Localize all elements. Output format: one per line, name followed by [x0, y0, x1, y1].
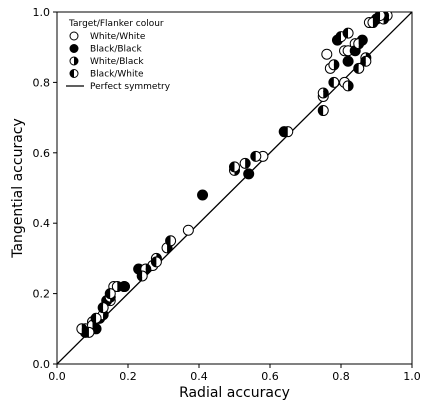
data-point-circle-black-left-5 — [150, 256, 162, 268]
data-point-circle-white-left-9 — [239, 157, 251, 169]
data-point-circle-black-left-9 — [282, 126, 294, 138]
data-point-circle-black-left-11 — [328, 76, 340, 88]
data-point-circle-black-left-1 — [90, 312, 102, 324]
legend-label: Perfect symmetry — [90, 82, 171, 92]
data-point-circle-black-left-13 — [342, 27, 354, 39]
data-point-circle-black-left-16 — [374, 12, 386, 22]
data-point-circle-white-left-11 — [328, 59, 340, 71]
y-tick-label: 0.4 — [33, 217, 51, 230]
data-point-circle-black-6 — [197, 189, 209, 201]
legend-title: Target/Flanker colour — [68, 19, 164, 29]
data-point-circle-white-10 — [321, 48, 333, 60]
legend-label: White/Black — [90, 57, 144, 67]
data-point-circle-black-left-8 — [250, 150, 262, 162]
data-point-circle-white-left-4 — [111, 281, 123, 293]
legend: Target/Flanker colour White/White Black/Bl… — [66, 19, 171, 92]
x-tick-label: 0.8 — [332, 370, 350, 383]
perfect-symmetry-line — [57, 12, 412, 364]
x-tick-label: 0.6 — [261, 370, 279, 383]
legend-label: White/White — [90, 32, 146, 42]
data-point-circle-black-left-2 — [97, 302, 109, 314]
x-tick-label: 0.4 — [190, 370, 208, 383]
x-axis-label: Radial accuracy — [179, 385, 290, 400]
data-point-circle-black-left-0 — [83, 326, 95, 338]
data-point-circle-white-left-15 — [367, 17, 379, 29]
plot-frame — [56, 11, 413, 365]
y-axis-label: Tangential accuracy — [10, 118, 26, 259]
data-point-circle-black-left-6 — [165, 235, 177, 247]
data-point-circle-white-left-10 — [317, 87, 329, 99]
data-point-circle-white-left-13 — [353, 38, 365, 50]
legend-marker-circle-black-left — [69, 69, 79, 78]
legend-marker-circle-black — [69, 44, 79, 53]
data-point-circle-black-left-3 — [104, 288, 116, 300]
x-tick-label: 0.0 — [48, 370, 66, 383]
y-tick-label: 0.6 — [33, 147, 51, 160]
y-tick-label: 0.0 — [33, 358, 51, 371]
legend-label: Black/White — [90, 70, 144, 80]
data-point-circle-black-left-15 — [360, 55, 372, 67]
data-point-circle-black-left-7 — [229, 161, 240, 173]
y-tick-label: 0.8 — [33, 76, 51, 89]
x-tick-label: 0.2 — [119, 370, 137, 383]
data-point-circle-black-left-10 — [317, 105, 329, 117]
data-point-circle-black-14 — [342, 55, 354, 67]
legend-label: Black/Black — [90, 45, 143, 55]
x-tick-label: 1.0 — [403, 370, 421, 383]
y-tick-label: 1.0 — [33, 6, 51, 19]
data-point-circle-white-left-12 — [342, 80, 354, 92]
legend-marker-circle-white-left — [69, 56, 79, 66]
y-tick-label: 0.2 — [33, 288, 51, 301]
data-point-circle-black-left-4 — [136, 270, 148, 282]
data-point-circle-black-left-14 — [353, 62, 365, 74]
data-point-circle-white-8 — [182, 224, 194, 236]
legend-marker-circle-white — [69, 31, 79, 41]
data-point-circle-black-7 — [243, 168, 255, 180]
